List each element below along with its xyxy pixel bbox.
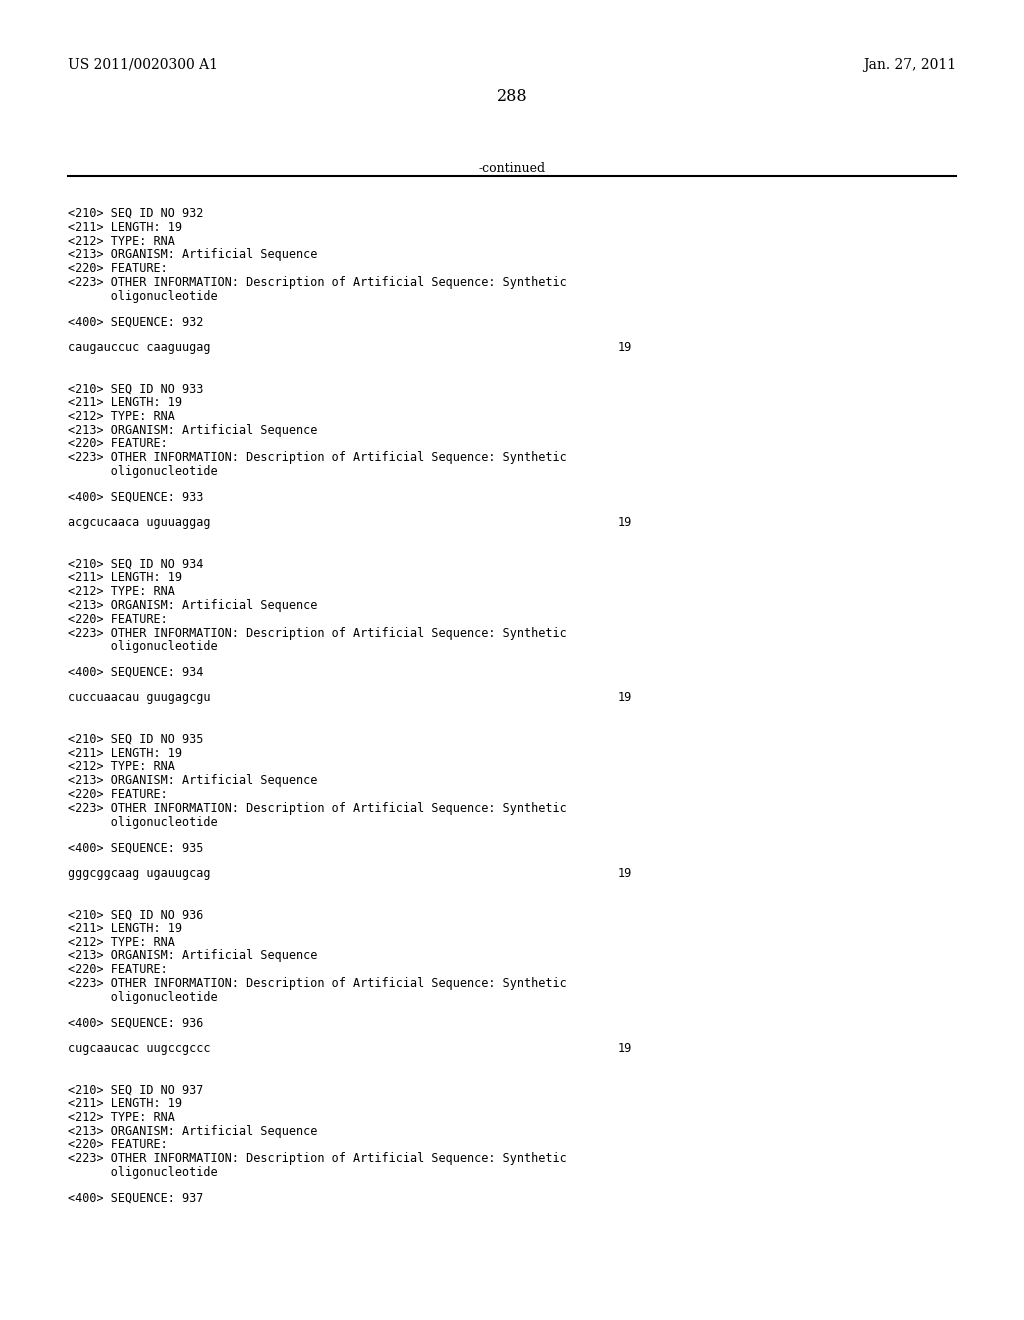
Text: <220> FEATURE:: <220> FEATURE:: [68, 964, 168, 977]
Text: <223> OTHER INFORMATION: Description of Artificial Sequence: Synthetic: <223> OTHER INFORMATION: Description of …: [68, 977, 566, 990]
Text: <220> FEATURE:: <220> FEATURE:: [68, 1138, 168, 1151]
Text: <211> LENGTH: 19: <211> LENGTH: 19: [68, 572, 182, 585]
Text: <212> TYPE: RNA: <212> TYPE: RNA: [68, 235, 175, 248]
Text: <220> FEATURE:: <220> FEATURE:: [68, 437, 168, 450]
Text: acgcucaaca uguuaggag: acgcucaaca uguuaggag: [68, 516, 211, 529]
Text: <220> FEATURE:: <220> FEATURE:: [68, 612, 168, 626]
Text: <211> LENGTH: 19: <211> LENGTH: 19: [68, 921, 182, 935]
Text: oligonucleotide: oligonucleotide: [68, 640, 218, 653]
Text: <210> SEQ ID NO 936: <210> SEQ ID NO 936: [68, 908, 204, 921]
Text: oligonucleotide: oligonucleotide: [68, 1166, 218, 1179]
Text: <400> SEQUENCE: 936: <400> SEQUENCE: 936: [68, 1016, 204, 1030]
Text: oligonucleotide: oligonucleotide: [68, 290, 218, 302]
Text: <210> SEQ ID NO 935: <210> SEQ ID NO 935: [68, 733, 204, 746]
Text: <212> TYPE: RNA: <212> TYPE: RNA: [68, 1111, 175, 1123]
Text: Jan. 27, 2011: Jan. 27, 2011: [863, 58, 956, 73]
Text: 288: 288: [497, 88, 527, 106]
Text: <400> SEQUENCE: 932: <400> SEQUENCE: 932: [68, 315, 204, 329]
Text: <210> SEQ ID NO 934: <210> SEQ ID NO 934: [68, 557, 204, 570]
Text: <211> LENGTH: 19: <211> LENGTH: 19: [68, 220, 182, 234]
Text: cuccuaacau guugagcgu: cuccuaacau guugagcgu: [68, 692, 211, 705]
Text: 19: 19: [618, 692, 632, 705]
Text: 19: 19: [618, 516, 632, 529]
Text: <223> OTHER INFORMATION: Description of Artificial Sequence: Synthetic: <223> OTHER INFORMATION: Description of …: [68, 1152, 566, 1166]
Text: <400> SEQUENCE: 934: <400> SEQUENCE: 934: [68, 665, 204, 678]
Text: <220> FEATURE:: <220> FEATURE:: [68, 788, 168, 801]
Text: caugauccuc caaguugag: caugauccuc caaguugag: [68, 341, 211, 354]
Text: <212> TYPE: RNA: <212> TYPE: RNA: [68, 760, 175, 774]
Text: <223> OTHER INFORMATION: Description of Artificial Sequence: Synthetic: <223> OTHER INFORMATION: Description of …: [68, 627, 566, 639]
Text: US 2011/0020300 A1: US 2011/0020300 A1: [68, 58, 218, 73]
Text: <213> ORGANISM: Artificial Sequence: <213> ORGANISM: Artificial Sequence: [68, 774, 317, 787]
Text: <400> SEQUENCE: 935: <400> SEQUENCE: 935: [68, 841, 204, 854]
Text: 19: 19: [618, 341, 632, 354]
Text: gggcggcaag ugauugcag: gggcggcaag ugauugcag: [68, 867, 211, 879]
Text: -continued: -continued: [478, 162, 546, 176]
Text: cugcaaucac uugccgccc: cugcaaucac uugccgccc: [68, 1041, 211, 1055]
Text: 19: 19: [618, 867, 632, 879]
Text: <220> FEATURE:: <220> FEATURE:: [68, 263, 168, 275]
Text: <223> OTHER INFORMATION: Description of Artificial Sequence: Synthetic: <223> OTHER INFORMATION: Description of …: [68, 276, 566, 289]
Text: <211> LENGTH: 19: <211> LENGTH: 19: [68, 747, 182, 759]
Text: <211> LENGTH: 19: <211> LENGTH: 19: [68, 1097, 182, 1110]
Text: <213> ORGANISM: Artificial Sequence: <213> ORGANISM: Artificial Sequence: [68, 424, 317, 437]
Text: <213> ORGANISM: Artificial Sequence: <213> ORGANISM: Artificial Sequence: [68, 949, 317, 962]
Text: oligonucleotide: oligonucleotide: [68, 816, 218, 829]
Text: oligonucleotide: oligonucleotide: [68, 465, 218, 478]
Text: 19: 19: [618, 1041, 632, 1055]
Text: <213> ORGANISM: Artificial Sequence: <213> ORGANISM: Artificial Sequence: [68, 599, 317, 612]
Text: <211> LENGTH: 19: <211> LENGTH: 19: [68, 396, 182, 409]
Text: <212> TYPE: RNA: <212> TYPE: RNA: [68, 936, 175, 949]
Text: <212> TYPE: RNA: <212> TYPE: RNA: [68, 585, 175, 598]
Text: <210> SEQ ID NO 933: <210> SEQ ID NO 933: [68, 383, 204, 395]
Text: oligonucleotide: oligonucleotide: [68, 991, 218, 1003]
Text: <213> ORGANISM: Artificial Sequence: <213> ORGANISM: Artificial Sequence: [68, 1125, 317, 1138]
Text: <212> TYPE: RNA: <212> TYPE: RNA: [68, 411, 175, 422]
Text: <213> ORGANISM: Artificial Sequence: <213> ORGANISM: Artificial Sequence: [68, 248, 317, 261]
Text: <210> SEQ ID NO 932: <210> SEQ ID NO 932: [68, 207, 204, 220]
Text: <210> SEQ ID NO 937: <210> SEQ ID NO 937: [68, 1084, 204, 1097]
Text: <400> SEQUENCE: 937: <400> SEQUENCE: 937: [68, 1192, 204, 1205]
Text: <223> OTHER INFORMATION: Description of Artificial Sequence: Synthetic: <223> OTHER INFORMATION: Description of …: [68, 801, 566, 814]
Text: <400> SEQUENCE: 933: <400> SEQUENCE: 933: [68, 491, 204, 504]
Text: <223> OTHER INFORMATION: Description of Artificial Sequence: Synthetic: <223> OTHER INFORMATION: Description of …: [68, 451, 566, 465]
